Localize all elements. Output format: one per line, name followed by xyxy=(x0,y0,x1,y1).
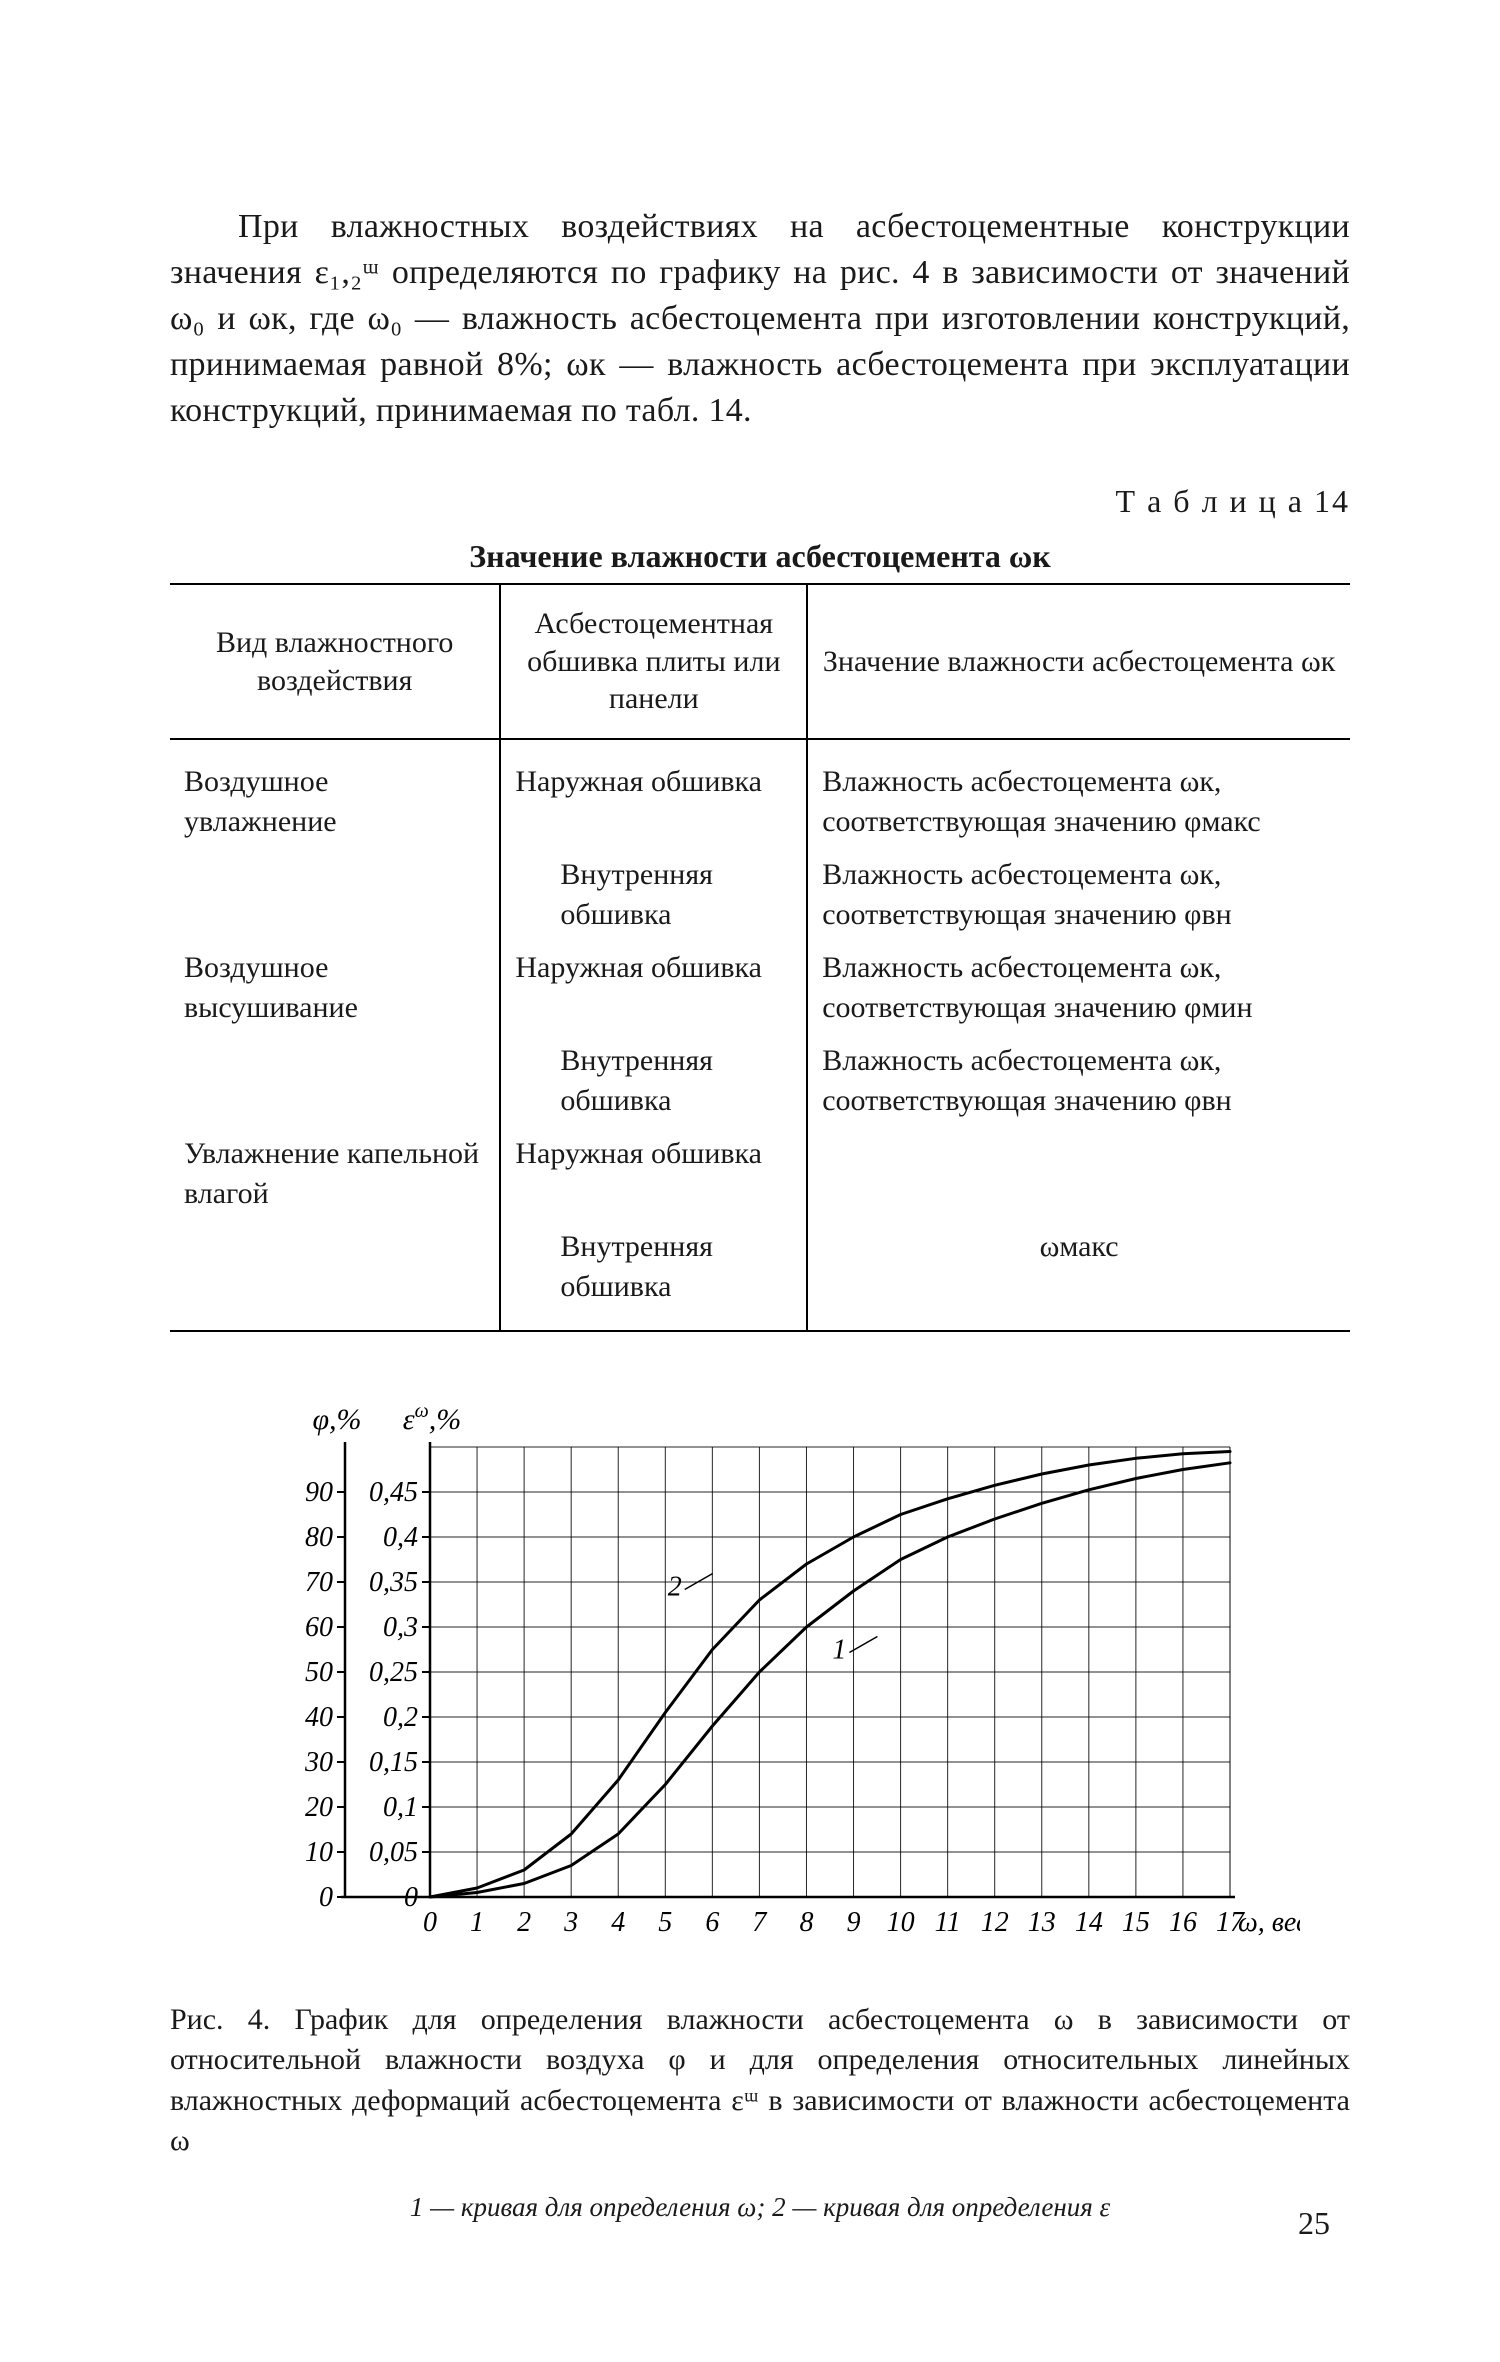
svg-text:0,2: 0,2 xyxy=(383,1702,418,1733)
body-paragraph: При влажностных воздействиях на асбестоц… xyxy=(170,204,1350,433)
svg-text:0,35: 0,35 xyxy=(369,1567,418,1598)
svg-text:0,25: 0,25 xyxy=(369,1657,418,1688)
svg-text:1: 1 xyxy=(470,1907,484,1938)
svg-text:9: 9 xyxy=(847,1907,861,1938)
svg-text:11: 11 xyxy=(935,1907,961,1938)
table-cell: Влажность асбестоцемента ωк, соответству… xyxy=(807,739,1350,849)
svg-text:30: 30 xyxy=(304,1747,333,1778)
svg-text:10: 10 xyxy=(305,1837,333,1868)
table-cell xyxy=(170,1035,500,1128)
table-cell xyxy=(170,1221,500,1331)
figure-4-chart: 01234567891011121314151617ω, вес %00,050… xyxy=(220,1392,1300,1982)
table-header: Вид влажностного воздействия xyxy=(170,584,500,739)
svg-text:90: 90 xyxy=(305,1477,333,1508)
svg-text:0,3: 0,3 xyxy=(383,1612,418,1643)
svg-text:10: 10 xyxy=(887,1907,915,1938)
svg-text:5: 5 xyxy=(658,1907,672,1938)
svg-text:13: 13 xyxy=(1028,1907,1056,1938)
figure-caption-sub: 1 — кривая для определения ω; 2 — кривая… xyxy=(170,2192,1350,2223)
svg-text:0: 0 xyxy=(319,1882,333,1913)
table-cell: Наружная обшивка xyxy=(500,1128,807,1221)
svg-text:0,4: 0,4 xyxy=(383,1522,418,1553)
svg-text:40: 40 xyxy=(305,1702,333,1733)
svg-text:16: 16 xyxy=(1169,1907,1197,1938)
table-cell xyxy=(807,1128,1350,1221)
svg-text:14: 14 xyxy=(1075,1907,1103,1938)
svg-text:0,1: 0,1 xyxy=(383,1792,418,1823)
page-number: 25 xyxy=(1298,2205,1330,2242)
svg-text:80: 80 xyxy=(305,1522,333,1553)
svg-text:4: 4 xyxy=(611,1907,625,1938)
svg-text:0,45: 0,45 xyxy=(369,1477,418,1508)
svg-text:8: 8 xyxy=(799,1907,813,1938)
svg-text:12: 12 xyxy=(981,1907,1009,1938)
table-header: Асбестоцементная обшивка плиты или панел… xyxy=(500,584,807,739)
table-header: Значение влажности асбестоцемента ωк xyxy=(807,584,1350,739)
table-14: Вид влажностного воздействия Асбестоцеме… xyxy=(170,583,1350,1332)
table-cell: Наружная обшивка xyxy=(500,739,807,849)
svg-text:1: 1 xyxy=(832,1634,846,1665)
svg-text:3: 3 xyxy=(563,1907,578,1938)
svg-text:ω, вес %: ω, вес % xyxy=(1238,1907,1300,1938)
table-number: Т а б л и ц а 14 xyxy=(170,483,1350,520)
table-cell: Наружная обшивка xyxy=(500,942,807,1035)
table-cell: Увлажнение капельной влагой xyxy=(170,1128,500,1221)
table-cell: Влажность асбестоцемента ωк, соответству… xyxy=(807,849,1350,942)
table-cell: Влажность асбестоцемента ωк, соответству… xyxy=(807,942,1350,1035)
figure-caption: Рис. 4. График для определения влажности… xyxy=(170,2000,1350,2162)
svg-text:0,15: 0,15 xyxy=(369,1747,418,1778)
svg-text:70: 70 xyxy=(305,1567,333,1598)
table-cell: Внутренняя обшивка xyxy=(500,1035,807,1128)
svg-text:6: 6 xyxy=(705,1907,719,1938)
table-cell: Влажность асбестоцемента ωк, соответству… xyxy=(807,1035,1350,1128)
table-cell: Внутренняя обшивка xyxy=(500,849,807,942)
svg-text:0: 0 xyxy=(423,1907,437,1938)
svg-text:50: 50 xyxy=(305,1657,333,1688)
svg-text:20: 20 xyxy=(305,1792,333,1823)
svg-text:0,05: 0,05 xyxy=(369,1837,418,1868)
svg-text:7: 7 xyxy=(752,1907,767,1938)
table-cell: Внутренняя обшивка xyxy=(500,1221,807,1331)
svg-text:0: 0 xyxy=(404,1882,418,1913)
table-cell: Воздушное увлажнение xyxy=(170,739,500,849)
table-cell xyxy=(170,849,500,942)
table-title: Значение влажности асбестоцемента ωк xyxy=(170,538,1350,575)
table-cell: Воздушное высушивание xyxy=(170,942,500,1035)
svg-text:εω,%: εω,% xyxy=(403,1400,461,1436)
svg-text:15: 15 xyxy=(1122,1907,1150,1938)
svg-text:2: 2 xyxy=(668,1571,682,1602)
table-cell: ωмакс xyxy=(807,1221,1350,1331)
svg-text:φ,%: φ,% xyxy=(312,1403,361,1436)
svg-text:2: 2 xyxy=(517,1907,531,1938)
svg-text:60: 60 xyxy=(305,1612,333,1643)
